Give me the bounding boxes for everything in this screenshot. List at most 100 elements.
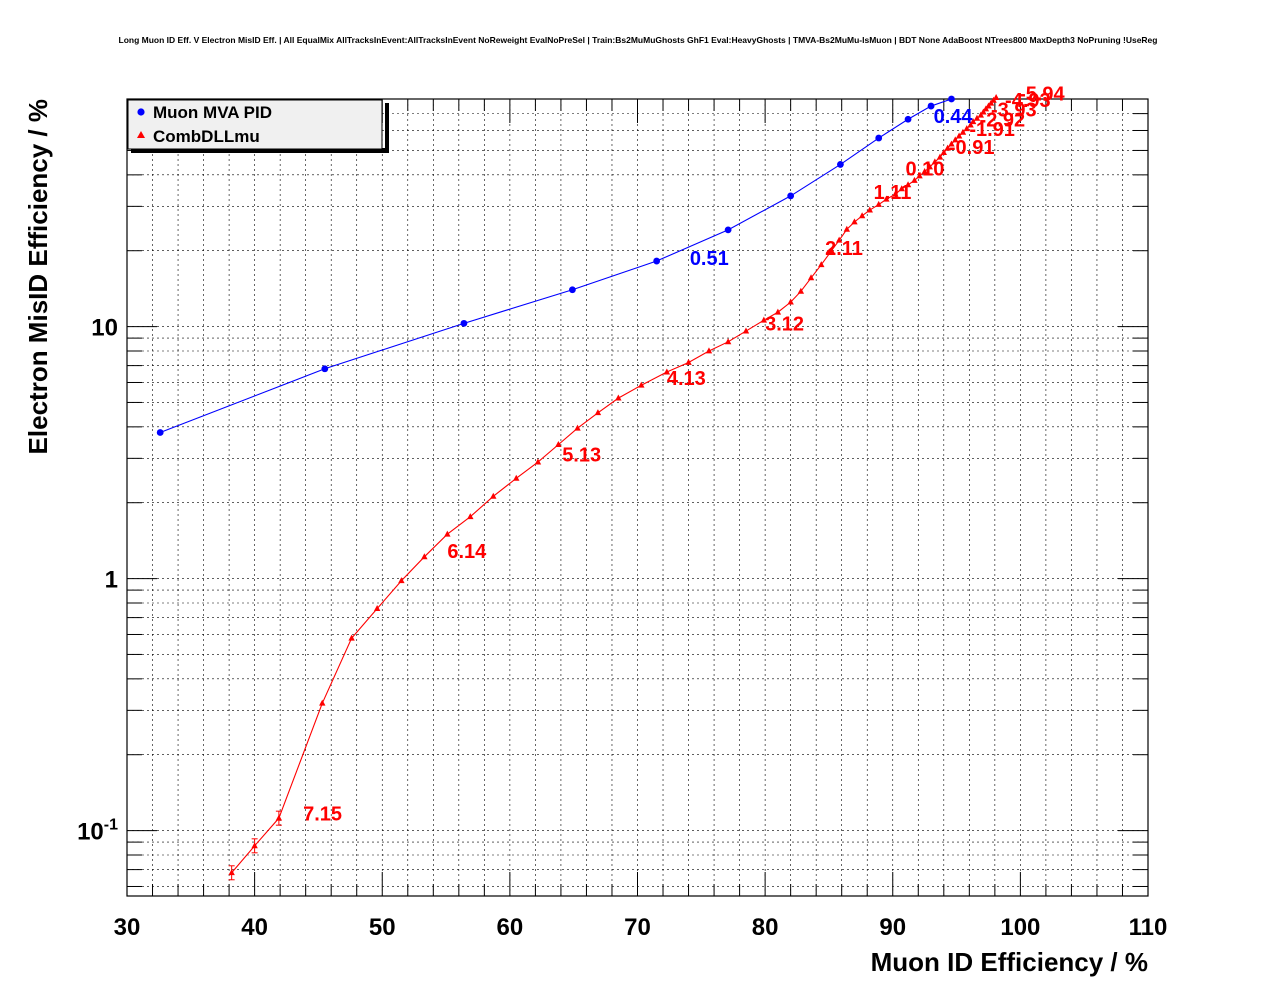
data-point-combdllmu: [963, 125, 970, 132]
y-axis-title: Electron MisID Efficiency / %: [23, 99, 53, 454]
data-point-combdllmu: [944, 144, 951, 151]
data-point-muon-mva-pid: [927, 102, 935, 110]
data-point-combdllmu: [843, 225, 851, 232]
x-tick-labels: 30 40 50 60 70 80 90 100 110: [114, 914, 1168, 941]
data-point-muon-mva-pid: [948, 95, 955, 103]
axis-ticks: [126, 98, 1149, 896]
data-point-muon-mva-pid: [653, 257, 661, 265]
data-point-combdllmu: [851, 218, 858, 225]
data-point-combdllmu: [555, 441, 562, 448]
threshold-label-combdllmu: 6.14: [447, 541, 487, 563]
data-point-combdllmu: [348, 634, 355, 641]
data-point-combdllmu: [992, 94, 1000, 101]
chart-title: Long Muon ID Eff. V Electron MisID Eff. …: [119, 35, 1158, 45]
data-point-combdllmu: [904, 181, 912, 188]
data-point-combdllmu: [818, 261, 825, 268]
data-point-combdllmu: [898, 185, 905, 192]
data-point-combdllmu: [940, 149, 947, 156]
y-tick-labels: 10-1 1 10: [77, 315, 118, 846]
data-point-combdllmu: [638, 381, 645, 388]
data-point-combdllmu: [955, 132, 963, 139]
data-point-muon-mva-pid: [875, 134, 883, 142]
data-point-combdllmu: [835, 236, 843, 243]
data-point-combdllmu: [980, 108, 987, 115]
data-point-combdllmu: [967, 121, 974, 128]
legend-label-combdllmu: CombDLLmu: [153, 127, 260, 146]
data-point-combdllmu: [467, 513, 474, 520]
legend-shadow-bottom: [131, 148, 389, 153]
series-line-muon-mva-pid: [159, 98, 952, 433]
data-point-combdllmu: [969, 118, 977, 125]
data-point-combdllmu: [774, 308, 782, 315]
data-point-combdllmu: [875, 200, 882, 207]
data-point-combdllmu: [948, 140, 955, 147]
data-point-muon-mva-pid: [156, 429, 164, 436]
x-tick-label: 50: [369, 914, 396, 941]
y-tick-label: 10: [91, 315, 118, 342]
data-point-combdllmu: [866, 206, 873, 213]
data-point-combdllmu: [858, 212, 866, 219]
threshold-label-combdllmu: 4.13: [667, 368, 706, 390]
x-tick-label: 110: [1129, 914, 1168, 941]
grid-lines: [126, 98, 1149, 896]
data-point-combdllmu: [977, 111, 985, 118]
data-point-combdllmu: [421, 553, 428, 560]
threshold-label-combdllmu: 7.15: [303, 803, 342, 825]
data-point-combdllmu: [973, 114, 981, 121]
data-point-combdllmu: [926, 163, 933, 170]
data-point-muon-mva-pid: [321, 365, 329, 373]
annotation-layer: 0.51 0.44 7.15 6.14 5.13 4.13 3.12 2.11 1.110.10…: [303, 83, 1065, 825]
legend-marker-muon-mva-pid: [137, 108, 145, 116]
data-point-combdllmu: [892, 190, 899, 197]
x-tick-label: 60: [497, 914, 524, 941]
threshold-label-combdllmu: -4.93: [1005, 90, 1051, 112]
data-point-combdllmu: [685, 358, 692, 365]
threshold-label-combdllmu: -3.93: [991, 99, 1037, 121]
x-tick-label: 90: [879, 914, 906, 941]
data-point-muon-mva-pid: [904, 115, 912, 123]
threshold-label-combdllmu: -2.92: [980, 109, 1026, 131]
data-point-combdllmu: [724, 338, 732, 345]
data-point-combdllmu: [615, 394, 622, 401]
data-point-combdllmu: [787, 298, 794, 305]
data-point-combdllmu: [807, 274, 815, 281]
data-point-combdllmu: [534, 458, 542, 465]
threshold-label-combdllmu: -5.94: [1019, 83, 1065, 105]
data-point-combdllmu: [952, 136, 959, 143]
threshold-label-combdllmu: -0.91: [949, 137, 995, 159]
x-tick-label: 100: [1000, 914, 1040, 941]
data-point-muon-mva-pid: [787, 192, 795, 200]
data-point-combdllmu: [319, 699, 326, 706]
x-tick-label: 80: [752, 914, 779, 941]
legend: Muon MVA PID CombDLLmu: [127, 99, 389, 153]
threshold-label-combdllmu: 3.12: [765, 313, 804, 335]
data-point-combdllmu: [373, 605, 381, 612]
legend-label-muon-mva-pid: Muon MVA PID: [153, 103, 272, 122]
data-point-combdllmu: [705, 347, 713, 354]
x-tick-label: 70: [624, 914, 651, 941]
data-point-combdllmu: [742, 327, 750, 334]
y-tick-label: 10-1: [77, 817, 118, 846]
series-layer: [156, 94, 1000, 881]
threshold-label-combdllmu: 5.13: [562, 444, 601, 466]
threshold-label-muon-mva-pid: 0.51: [690, 248, 729, 270]
data-point-muon-mva-pid: [569, 286, 576, 294]
threshold-label-combdllmu: 0.10: [906, 159, 945, 181]
data-point-combdllmu: [828, 247, 835, 254]
x-tick-label: 30: [114, 914, 141, 941]
threshold-label-combdllmu: 1.11: [874, 182, 912, 204]
legend-marker-combdllmu: [137, 131, 145, 138]
legend-shadow-right: [385, 103, 389, 153]
data-point-combdllmu: [911, 176, 918, 183]
data-point-combdllmu: [594, 409, 602, 416]
data-point-combdllmu: [398, 577, 405, 584]
data-point-combdllmu: [916, 172, 923, 179]
data-point-combdllmu: [444, 530, 451, 537]
data-point-muon-mva-pid: [837, 161, 844, 168]
threshold-label-combdllmu: -1.91: [969, 119, 1015, 141]
legend-box: [127, 99, 383, 150]
data-point-combdllmu: [513, 474, 520, 481]
data-point-combdllmu: [760, 316, 768, 323]
